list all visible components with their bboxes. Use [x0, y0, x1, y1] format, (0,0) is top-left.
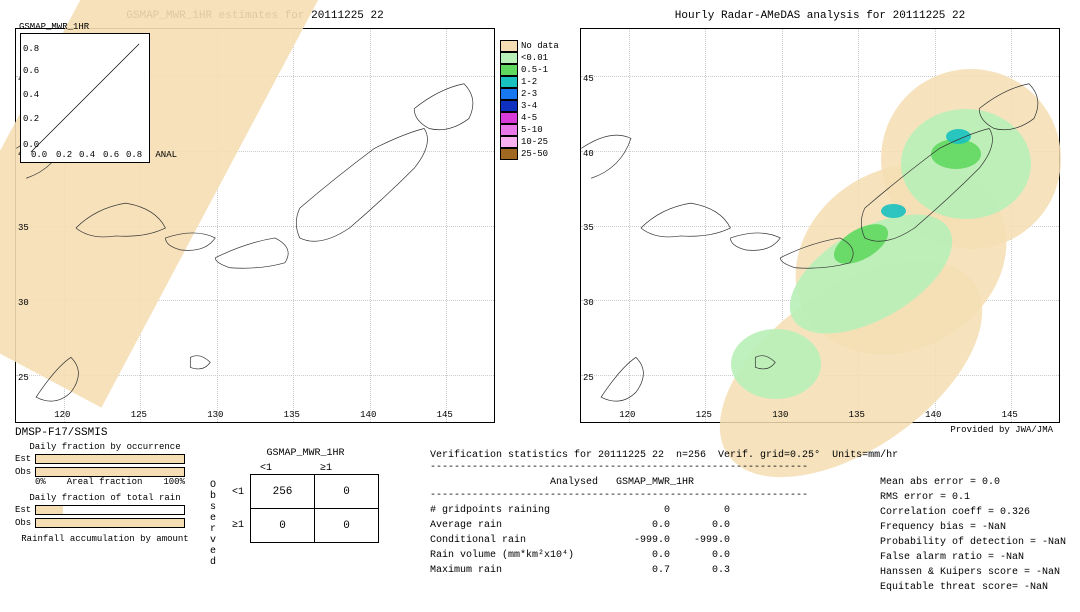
inset-title: GSMAP_MWR_1HR [19, 22, 89, 32]
fraction-occurrence-panel: Daily fraction by occurrence Est Obs 0% … [15, 442, 195, 544]
legend-label: 5-10 [521, 125, 543, 135]
legend-label: 2-3 [521, 89, 537, 99]
legend-label: 1-2 [521, 77, 537, 87]
observed-side-label: Observed [210, 480, 216, 568]
pct100-label: 100% [163, 477, 185, 487]
cont-cell-10: 0 [251, 509, 315, 543]
legend-swatch [500, 124, 518, 136]
right-map-panel: 120 125 130 135 140 145 25 30 35 40 45 P… [580, 28, 1060, 423]
verification-dash: ----------------------------------------… [430, 460, 808, 475]
obs-label: Obs [15, 467, 31, 477]
obs-label-2: Obs [15, 518, 31, 528]
legend-swatch [500, 76, 518, 88]
occurrence-title: Daily fraction by occurrence [15, 442, 195, 452]
legend-row: 25-50 [500, 148, 559, 160]
legend-label: 0.5-1 [521, 65, 548, 75]
legend-row: 0.5-1 [500, 64, 559, 76]
verification-metrics: Mean abs error = 0.0 RMS error = 0.1 Cor… [880, 475, 1066, 595]
inset-anal-label: ANAL [155, 150, 177, 160]
legend-row: 4-5 [500, 112, 559, 124]
cont-row-ge1: ≥1 [232, 520, 244, 531]
cont-col-lt1: <1 [260, 463, 272, 474]
legend-row: 3-4 [500, 100, 559, 112]
legend-swatch [500, 112, 518, 124]
legend-swatch [500, 100, 518, 112]
cont-cell-01: 0 [315, 475, 379, 509]
legend-row: No data [500, 40, 559, 52]
total-rain-title: Daily fraction of total rain [15, 493, 195, 503]
cont-col-ge1: ≥1 [320, 463, 332, 474]
cont-cell-11: 0 [315, 509, 379, 543]
legend-swatch [500, 40, 518, 52]
legend-label: 3-4 [521, 101, 537, 111]
legend-swatch [500, 64, 518, 76]
legend-label: No data [521, 41, 559, 51]
verification-dash2: ----------------------------------------… [430, 488, 808, 503]
legend-row: 10-25 [500, 136, 559, 148]
contingency-title: GSMAP_MWR_1HR [232, 448, 379, 459]
inset-scatter-panel: GSMAP_MWR_1HR 0.0 0.2 0.4 0.6 0.8 0.0 0.… [20, 33, 150, 163]
color-legend: No data <0.01 0.5-1 1-2 2-3 3-4 4-5 5-10 10-25 25… [500, 40, 559, 160]
est-label: Est [15, 454, 31, 464]
legend-label: <0.01 [521, 53, 548, 63]
legend-swatch [500, 52, 518, 64]
legend-row: 1-2 [500, 76, 559, 88]
cont-cell-00: 256 [251, 475, 315, 509]
legend-swatch [500, 88, 518, 100]
cont-row-lt1: <1 [232, 487, 244, 498]
legend-label: 4-5 [521, 113, 537, 123]
pct0-label: 0% [35, 477, 46, 487]
provided-by-label: Provided by JWA/JMA [950, 425, 1053, 435]
legend-label: 10-25 [521, 137, 548, 147]
legend-label: 25-50 [521, 149, 548, 159]
legend-row: 5-10 [500, 124, 559, 136]
contingency-table: 256 0 0 0 [250, 474, 379, 543]
left-map-panel: 120 125 130 135 140 145 25 30 35 40 45 G… [15, 28, 495, 423]
areal-label: Areal fraction [67, 477, 143, 487]
legend-row: <0.01 [500, 52, 559, 64]
legend-swatch [500, 136, 518, 148]
legend-swatch [500, 148, 518, 160]
sensor-label: DMSP-F17/SSMIS [15, 427, 107, 439]
right-map-title: Hourly Radar-AMeDAS analysis for 2011122… [580, 10, 1060, 22]
verification-rows: # gridpoints raining 0 0 Average rain 0.… [430, 503, 730, 578]
est-label-2: Est [15, 505, 31, 515]
right-map-coastlines [581, 29, 1059, 422]
rainfall-acc-title: Rainfall accumulation by amount [15, 534, 195, 544]
legend-row: 2-3 [500, 88, 559, 100]
